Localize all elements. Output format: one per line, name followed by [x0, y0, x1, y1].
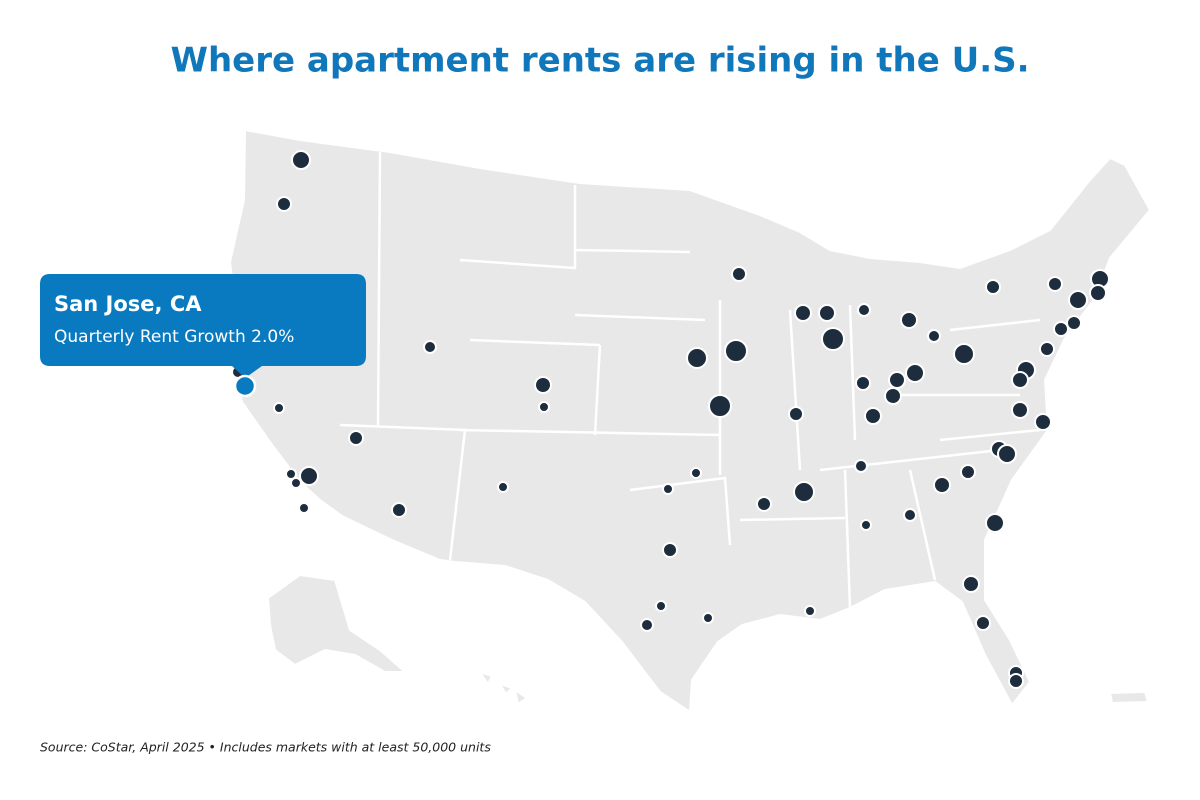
market-dot[interactable] [290, 477, 302, 489]
market-dot[interactable] [903, 508, 917, 522]
market-dot[interactable] [905, 363, 925, 383]
market-dot[interactable] [1068, 290, 1088, 310]
market-dot[interactable] [857, 303, 871, 317]
market-dot[interactable] [348, 430, 364, 446]
selected-market-dot[interactable] [233, 374, 257, 398]
market-dot[interactable] [975, 615, 991, 631]
market-dot[interactable] [997, 444, 1017, 464]
market-dot[interactable] [391, 502, 407, 518]
state-borders [339, 151, 1041, 609]
market-dot[interactable] [276, 196, 292, 212]
market-dot[interactable] [640, 618, 654, 632]
market-dot[interactable] [864, 407, 882, 425]
market-dot[interactable] [497, 481, 509, 493]
market-dot[interactable] [291, 150, 311, 170]
market-dot[interactable] [884, 387, 902, 405]
market-dot[interactable] [285, 468, 297, 480]
market-dot[interactable] [960, 464, 976, 480]
tooltip: San Jose, CA Quarterly Rent Growth 2.0% [40, 274, 366, 378]
market-dot[interactable] [818, 304, 836, 322]
market-dot[interactable] [953, 343, 975, 365]
market-dot[interactable] [933, 476, 951, 494]
market-dot[interactable] [538, 401, 550, 413]
market-dot[interactable] [793, 481, 815, 503]
market-dot[interactable] [702, 612, 714, 624]
market-dot[interactable] [962, 575, 980, 593]
market-dot[interactable] [655, 600, 667, 612]
market-dot[interactable] [724, 339, 748, 363]
market-dots [231, 150, 1110, 689]
market-dot[interactable] [985, 513, 1005, 533]
market-dot[interactable] [1011, 371, 1029, 389]
tooltip-detail: Quarterly Rent Growth 2.0% [54, 327, 294, 347]
tooltip-market: San Jose, CA [54, 292, 202, 316]
source-note: Source: CoStar, April 2025 • Includes ma… [40, 740, 491, 755]
market-dot[interactable] [1066, 315, 1082, 331]
market-dot[interactable] [1034, 413, 1052, 431]
market-dot[interactable] [1008, 673, 1024, 689]
us-mainland [228, 128, 1152, 714]
market-dot[interactable] [1047, 276, 1063, 292]
alaska [266, 573, 408, 673]
market-dot[interactable] [423, 340, 437, 354]
market-dot[interactable] [1011, 401, 1029, 419]
market-dot[interactable] [298, 502, 310, 514]
market-dot[interactable] [731, 266, 747, 282]
market-dot[interactable] [662, 542, 678, 558]
market-dot[interactable] [788, 406, 804, 422]
title: Where apartment rents are rising in the … [170, 41, 1029, 81]
market-dot[interactable] [273, 402, 285, 414]
market-dot[interactable] [927, 329, 941, 343]
market-dot[interactable] [756, 496, 772, 512]
market-dot[interactable] [1053, 321, 1069, 337]
market-dot[interactable] [985, 279, 1001, 295]
market-dot[interactable] [1089, 284, 1107, 302]
hawaii [477, 670, 529, 706]
market-dot[interactable] [900, 311, 918, 329]
market-dot[interactable] [804, 605, 816, 617]
market-dot[interactable] [855, 375, 871, 391]
market-dot[interactable] [888, 371, 906, 389]
market-dot[interactable] [534, 376, 552, 394]
market-dot[interactable] [794, 304, 812, 322]
market-dot[interactable] [690, 467, 702, 479]
puerto-rico [1108, 690, 1150, 705]
market-dot[interactable] [860, 519, 872, 531]
map [228, 128, 1152, 714]
market-dot[interactable] [708, 394, 732, 418]
market-dot[interactable] [662, 483, 674, 495]
tooltip-box [40, 274, 366, 378]
market-dot[interactable] [299, 466, 319, 486]
market-dot[interactable] [686, 347, 708, 369]
market-dot[interactable] [821, 327, 845, 351]
market-dot[interactable] [1039, 341, 1055, 357]
market-dot[interactable] [854, 459, 868, 473]
